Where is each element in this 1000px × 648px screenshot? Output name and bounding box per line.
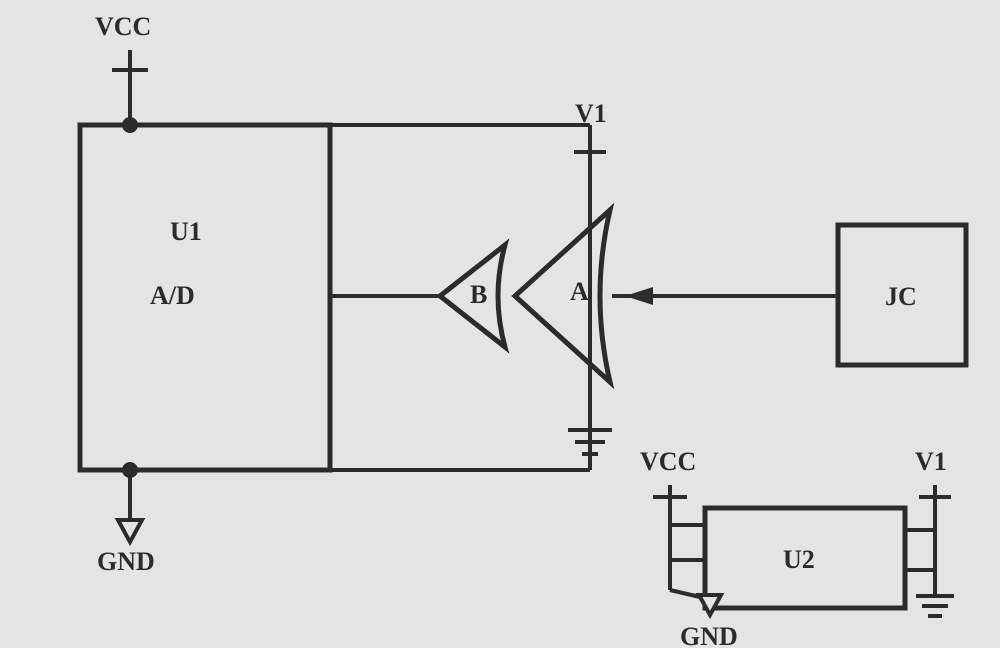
arrow-into-a [625,287,653,305]
u1-vcc-label: VCC [95,12,151,41]
u2-gnd-label: GND [680,622,738,648]
amp-v1-label: V1 [575,99,607,128]
u1-label: U1 [170,217,202,246]
u2-label: U2 [783,545,815,574]
u1-gnd-label: GND [97,547,155,576]
amp-b-label: B [470,280,487,309]
u1-block [80,125,330,470]
u2-vcc-label: VCC [640,447,696,476]
amp-a [515,210,610,382]
u2-v1-label: V1 [915,447,947,476]
u1-ad-label: A/D [150,281,195,310]
amp-a-label: A [570,277,589,306]
jc-label: JC [885,282,917,311]
schematic-canvas: U1 A/D VCC GND B A V1 JC U2 VCC GND V1 [0,0,1000,648]
